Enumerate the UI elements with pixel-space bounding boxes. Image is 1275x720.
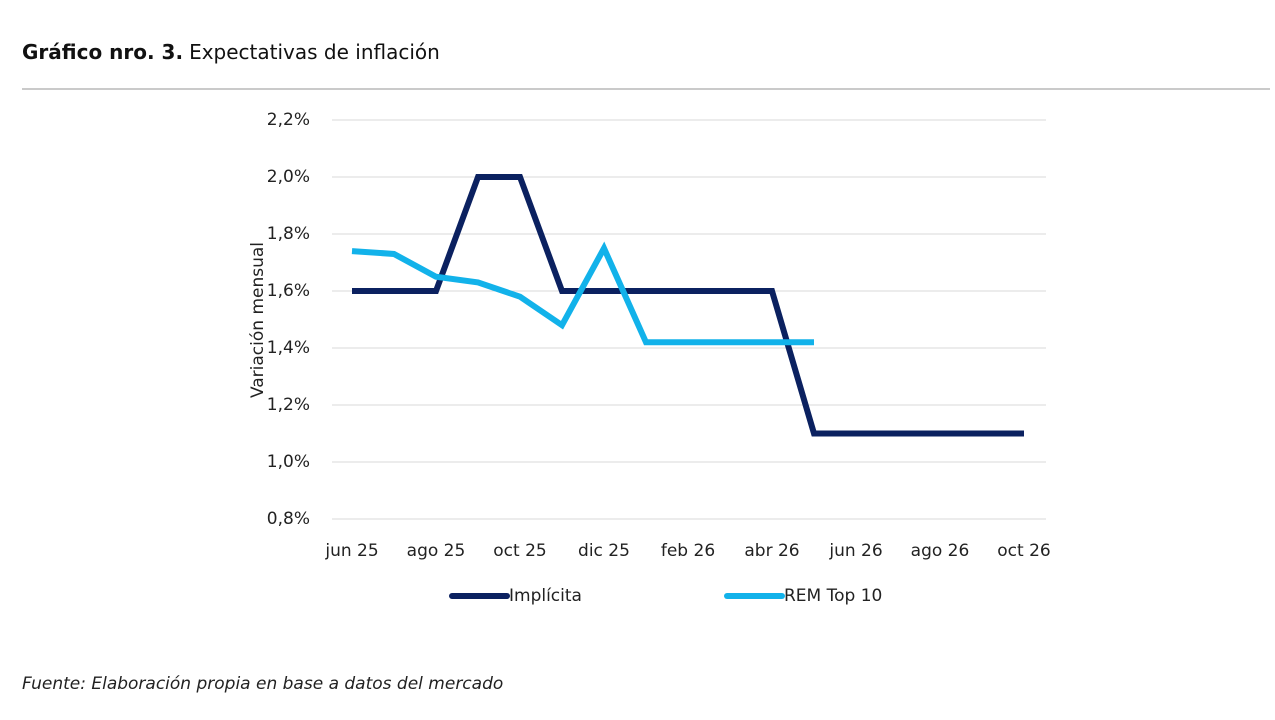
series-line <box>352 174 1024 437</box>
title: Gráfico nro. 3. <box>22 40 183 64</box>
x-tick-label: oct 26 <box>997 541 1050 561</box>
subtitle: Expectativas de inflación <box>189 40 440 64</box>
y-tick-label: 1,4% <box>267 338 310 358</box>
source: Fuente: Elaboración propia en base a dat… <box>22 674 503 694</box>
x-tick-label: ago 26 <box>911 541 970 561</box>
y-axis-label: Variación mensual <box>248 242 268 398</box>
x-tick-label: jun 25 <box>324 541 378 561</box>
y-tick-label: 1,6% <box>267 281 310 301</box>
y-tick-label: 1,8% <box>267 224 310 244</box>
series-line <box>351 241 814 346</box>
x-tick-label: jun 26 <box>828 541 882 561</box>
y-tick-label: 0,8% <box>267 509 310 529</box>
x-tick-label: oct 25 <box>493 541 546 561</box>
y-tick-label: 1,2% <box>267 395 310 415</box>
y-tick-label: 2,0% <box>267 167 310 187</box>
x-tick-label: ago 25 <box>407 541 466 561</box>
x-tick-label: feb 26 <box>661 541 715 561</box>
y-tick-label: 2,2% <box>267 110 310 130</box>
y-tick-label: 1,0% <box>267 452 310 472</box>
legend-label: REM Top 10 <box>784 586 882 606</box>
chart-title: Gráfico nro. 3. Expectativas de inflación <box>22 40 440 64</box>
x-tick-label: abr 26 <box>744 541 799 561</box>
x-tick-label: dic 25 <box>578 541 630 561</box>
legend-label: Implícita <box>509 586 582 606</box>
